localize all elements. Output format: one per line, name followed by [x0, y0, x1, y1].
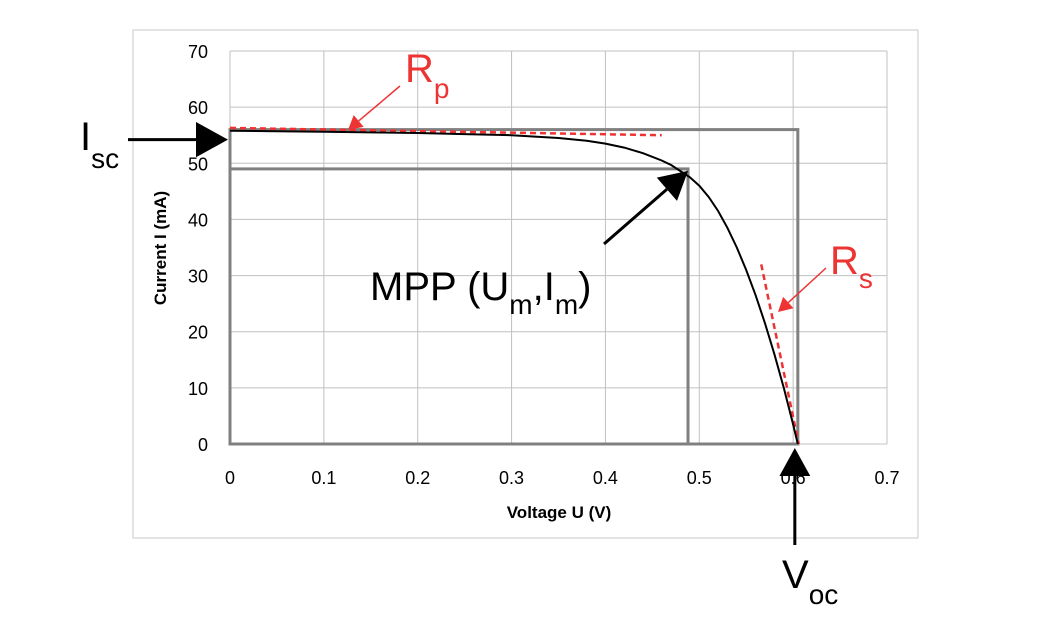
mpp-arrow-head — [656, 170, 689, 201]
y-tick-label: 60 — [188, 98, 208, 118]
rp-tangent-line — [229, 126, 662, 137]
mpp-rectangle — [228, 167, 690, 446]
isc-label-main: I — [80, 115, 91, 159]
y-tick-label: 70 — [188, 42, 208, 62]
isc-voc-mpp-rectangles — [228, 128, 800, 446]
isc-label: Isc — [80, 115, 119, 174]
x-tick-label: 0 — [225, 468, 235, 488]
rp-label-sub: p — [434, 73, 450, 104]
x-tick-label: 0.2 — [405, 468, 430, 488]
x-tick-label: 0.1 — [311, 468, 336, 488]
rs-arrow-shaft — [787, 267, 827, 304]
y-tick-label: 40 — [188, 210, 208, 230]
mpp-arrow — [603, 170, 689, 246]
rs-label: Rs — [830, 239, 873, 294]
rp-label: Rp — [405, 47, 449, 104]
mpp-label-sub1: m — [509, 289, 532, 320]
x-tick-label: 0.7 — [874, 468, 899, 488]
isc-arrow — [128, 122, 228, 158]
rs-tangent-line — [760, 264, 800, 445]
y-tick-label: 30 — [188, 267, 208, 287]
x-tick-label: 0.3 — [499, 468, 524, 488]
rs-label-main: R — [830, 239, 859, 283]
y-tick-label: 20 — [188, 323, 208, 343]
chart-frame — [132, 29, 919, 539]
mpp-label-sub2: m — [555, 289, 578, 320]
rp-label-main: R — [405, 47, 434, 91]
mpp-arrow-shaft — [603, 188, 668, 246]
rp-arrow — [348, 85, 401, 130]
rp-arrow-shaft — [358, 85, 401, 122]
voc-arrow-head — [779, 448, 811, 476]
voc-arrow — [779, 448, 811, 545]
voc-label-sub: oc — [809, 579, 839, 610]
x-axis-title: Voltage U (V) — [507, 503, 612, 522]
isc-arrow-head — [196, 122, 228, 158]
y-tick-labels: 0 10 20 30 40 50 60 70 — [188, 42, 208, 455]
isc-label-sub: sc — [91, 143, 119, 174]
x-tick-labels: 0 0.1 0.2 0.3 0.4 0.5 0.6 0.7 — [225, 468, 900, 488]
rs-arrow-head — [778, 296, 794, 312]
y-tick-label: 0 — [198, 435, 208, 455]
mpp-label-mid: ,I — [533, 265, 555, 309]
y-tick-label: 50 — [188, 154, 208, 174]
annotation-arrows — [128, 85, 827, 545]
x-tick-label: 0.5 — [687, 468, 712, 488]
mpp-label: MPP (Um,Im) — [370, 265, 592, 320]
voc-label-main: V — [782, 553, 809, 597]
tangent-lines — [229, 126, 800, 445]
rp-arrow-head — [348, 115, 364, 130]
y-tick-label: 10 — [188, 379, 208, 399]
rs-label-sub: s — [859, 263, 873, 294]
y-axis-title: Current I (mA) — [151, 191, 170, 305]
iv-curve-line — [229, 129, 799, 445]
mpp-label-end: ) — [578, 265, 591, 309]
voc-label: Voc — [782, 553, 838, 610]
x-tick-label: 0.4 — [593, 468, 618, 488]
mpp-label-main: MPP (U — [370, 265, 509, 309]
rs-arrow — [778, 267, 827, 312]
